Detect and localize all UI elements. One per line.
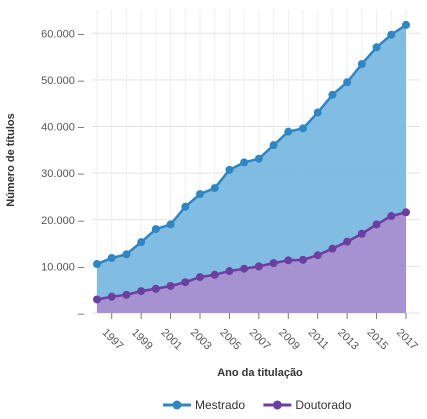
- point-doutorado: [225, 267, 234, 276]
- point-mestrado: [357, 60, 366, 69]
- x-tick-label: 2011: [306, 327, 331, 352]
- point-doutorado: [402, 208, 410, 217]
- point-mestrado: [151, 225, 160, 234]
- point-doutorado: [387, 212, 396, 221]
- area-mestrado: [97, 24, 406, 313]
- point-mestrado: [122, 250, 131, 259]
- point-mestrado: [166, 220, 175, 229]
- x-tick-label: 2007: [247, 327, 273, 353]
- y-tick-label: 40.000 –: [41, 122, 85, 134]
- point-mestrado: [269, 141, 278, 150]
- x-tick-label: 2005: [217, 327, 243, 353]
- x-axis-title: Ano da titulação: [217, 367, 303, 379]
- point-mestrado: [402, 20, 410, 29]
- y-tick-label: –: [78, 308, 85, 320]
- legend-marker-mestrado: [172, 400, 182, 410]
- point-mestrado: [137, 238, 146, 247]
- y-tick-label: 60.000 –: [41, 28, 85, 40]
- legend-marker-doutorado: [272, 400, 282, 410]
- point-mestrado: [107, 253, 116, 262]
- x-tick-label: 2009: [276, 327, 302, 353]
- point-doutorado: [93, 295, 101, 304]
- point-mestrado: [254, 154, 263, 163]
- x-tick-label: 2001: [158, 327, 184, 353]
- point-mestrado: [313, 108, 322, 117]
- point-doutorado: [328, 244, 337, 253]
- point-mestrado: [181, 202, 190, 211]
- point-mestrado: [240, 158, 249, 167]
- point-doutorado: [313, 251, 322, 260]
- y-tick-label: 30.000 –: [41, 168, 85, 180]
- line-mestrado: [96, 23, 407, 266]
- point-doutorado: [299, 255, 307, 264]
- legend-label-mestrado: Mestrado: [195, 398, 245, 412]
- point-mestrado: [299, 124, 307, 133]
- y-axis-ticks: – 10.000 – 20.000 – 30.000 – 40.000 – 50.000 …: [41, 28, 85, 320]
- point-doutorado: [181, 278, 190, 287]
- point-mestrado: [328, 90, 337, 99]
- point-doutorado: [107, 292, 116, 301]
- point-doutorado: [122, 290, 131, 299]
- series-areas: [97, 24, 406, 313]
- point-doutorado: [254, 262, 263, 271]
- x-tick-label: 2013: [335, 327, 361, 353]
- point-doutorado: [240, 264, 249, 273]
- x-tick-label: 2015: [364, 327, 390, 353]
- legend-label-doutorado: Doutorado: [295, 398, 351, 412]
- area-doutorado: [97, 212, 406, 313]
- series-points: [93, 20, 410, 304]
- point-doutorado: [151, 284, 160, 293]
- y-tick-label: 10.000 –: [41, 261, 85, 273]
- point-mestrado: [210, 184, 219, 193]
- point-mestrado: [372, 43, 381, 52]
- x-tick-label: 1999: [129, 327, 155, 353]
- x-tick-label: 2017: [394, 327, 420, 353]
- point-mestrado: [387, 30, 396, 39]
- y-tick-label: 50.000 –: [41, 75, 85, 87]
- x-tick-label: 2003: [188, 327, 214, 353]
- point-doutorado: [269, 259, 278, 268]
- line-doutorado: [96, 211, 407, 301]
- point-mestrado: [284, 127, 293, 136]
- point-doutorado: [343, 237, 352, 246]
- point-doutorado: [196, 273, 204, 282]
- x-tick-label: 1997: [100, 327, 126, 353]
- point-doutorado: [284, 256, 293, 265]
- y-tick-label: 20.000 –: [41, 215, 85, 227]
- point-doutorado: [210, 270, 219, 279]
- point-doutorado: [166, 281, 175, 290]
- y-axis-title: Número de títulos: [5, 113, 17, 207]
- point-doutorado: [372, 220, 381, 229]
- series-lines: [96, 23, 407, 301]
- point-mestrado: [93, 260, 101, 269]
- point-mestrado: [225, 165, 234, 174]
- legend: Mestrado Doutorado: [163, 398, 352, 412]
- point-mestrado: [196, 190, 204, 199]
- point-mestrado: [343, 78, 352, 87]
- point-doutorado: [357, 229, 366, 238]
- x-axis-ticks: 1997 1999 2001 2003 2005 2007 2009 2011 2013 2015…: [100, 313, 420, 352]
- point-doutorado: [137, 287, 146, 296]
